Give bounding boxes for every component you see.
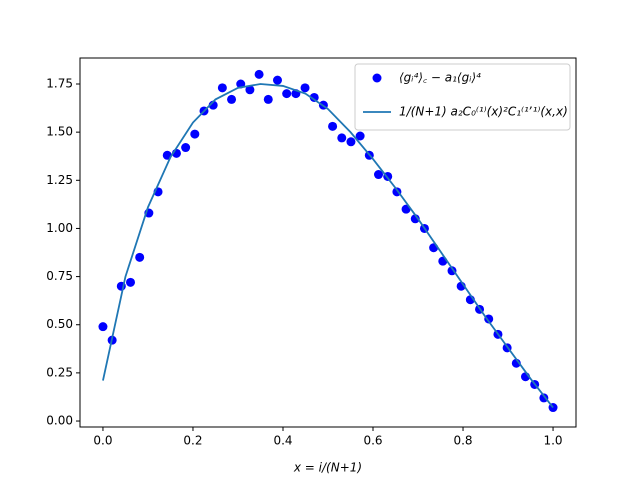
legend-label: 1/(N+1) a₂C₀⁽¹⁾(x)²C₁⁽¹ʼ¹⁾(x,x) [399, 105, 568, 119]
x-tick-label: 0.2 [183, 434, 202, 448]
scatter-point [374, 170, 384, 180]
scatter-point [410, 214, 420, 224]
legend-label: ⟨gᵢ⁴⟩꜀ − a₁⟨gᵢ⟩⁴ [399, 71, 481, 85]
scatter-point [539, 393, 549, 403]
x-tick-label: 0.6 [363, 434, 382, 448]
x-tick-label: 1.0 [543, 434, 562, 448]
scatter-point [190, 129, 200, 139]
y-tick-label: 0.50 [46, 317, 73, 331]
scatter-point [227, 94, 237, 104]
scatter-point [484, 314, 494, 324]
scatter-point [346, 137, 356, 147]
scatter-point [282, 89, 292, 99]
scatter-point [217, 83, 227, 93]
line [102, 83, 554, 409]
scatter-point [126, 277, 136, 287]
x-tick-label: 0.0 [93, 434, 112, 448]
scatter-point [300, 83, 310, 93]
x-tick-label: 0.8 [453, 434, 472, 448]
scatter-point [254, 69, 264, 79]
x-axis-label: x = i/(N+1) [293, 461, 362, 475]
y-tick-label: 1.50 [46, 125, 73, 139]
scatter-point [328, 121, 338, 131]
y-tick-label: 1.00 [46, 221, 73, 235]
scatter-point [245, 85, 255, 95]
legend-box [354, 63, 571, 131]
scatter-point [135, 252, 145, 262]
y-tick-label: 0.25 [46, 365, 73, 379]
scatter-point [98, 322, 108, 332]
axes-frame [79, 57, 577, 428]
scatter-point [263, 94, 273, 104]
scatter-point [181, 143, 191, 153]
legend-marker [372, 73, 382, 83]
scatter-point [272, 75, 282, 85]
scatter-point [337, 133, 347, 143]
y-tick-label: 0.00 [46, 414, 73, 428]
y-tick-label: 0.75 [46, 269, 73, 283]
y-tick-label: 1.75 [46, 76, 73, 90]
y-tick-label: 1.25 [46, 173, 73, 187]
scatter-point [309, 92, 319, 102]
scatter-point [355, 131, 365, 141]
x-tick-label: 0.4 [273, 434, 292, 448]
